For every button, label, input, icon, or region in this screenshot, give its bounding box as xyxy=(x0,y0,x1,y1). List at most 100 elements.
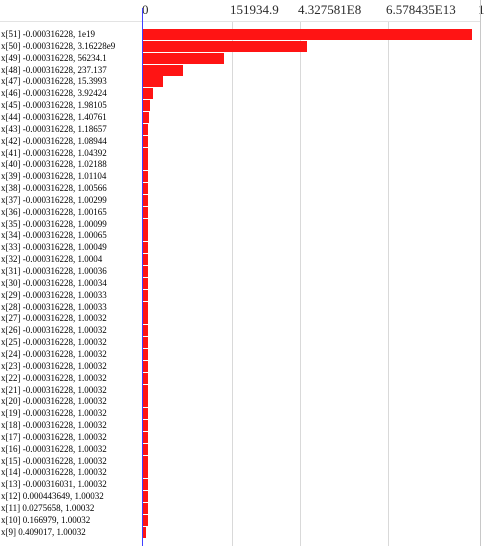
row-label: x[20] -0.000316228, 1.00032 xyxy=(1,396,107,407)
value-bar xyxy=(143,218,148,230)
grid-line xyxy=(232,22,233,546)
value-bar xyxy=(143,337,148,349)
row-label: x[15] -0.000316228, 1.00032 xyxy=(1,455,107,466)
right-border xyxy=(480,0,481,546)
row-label: x[12] 0.000443649, 1.00032 xyxy=(1,491,104,502)
value-bar xyxy=(143,88,153,100)
value-bar xyxy=(143,372,148,384)
row-label: x[49] -0.000316228, 56234.1 xyxy=(1,52,107,63)
value-bar xyxy=(143,479,148,491)
row-label: x[39] -0.000316228, 1.01104 xyxy=(1,171,107,182)
row-label: x[30] -0.000316228, 1.00034 xyxy=(1,277,107,288)
value-bar xyxy=(143,313,148,325)
row-label: x[24] -0.000316228, 1.00032 xyxy=(1,348,107,359)
value-bar xyxy=(143,408,148,420)
row-label: x[11] 0.0275658, 1.00032 xyxy=(1,503,95,513)
scale-tick-label: 151934.9 xyxy=(230,2,279,17)
scale-tick-label: 1E xyxy=(478,2,484,17)
value-bar xyxy=(143,123,148,135)
row-label: x[32] -0.000316228, 1.0004 xyxy=(1,254,103,265)
row-label: x[14] -0.000316228, 1.00032 xyxy=(1,467,107,478)
row-label: x[51] -0.000316228, 1e19 xyxy=(1,29,95,39)
value-bar xyxy=(143,230,148,242)
row-label: x[17] -0.000316228, 1.00032 xyxy=(1,431,107,442)
row-label: x[26] -0.000316228, 1.00032 xyxy=(1,325,107,336)
value-bar xyxy=(143,135,148,147)
value-bar xyxy=(143,206,148,218)
value-bar xyxy=(143,266,148,277)
row-label: x[31] -0.000316228, 1.00036 xyxy=(1,266,107,276)
row-label: x[33] -0.000316228, 1.00049 xyxy=(1,242,107,253)
value-bar xyxy=(143,242,148,254)
value-bar xyxy=(143,301,148,313)
row-label: x[27] -0.000316228, 1.00032 xyxy=(1,313,107,324)
scale-header: 0 151934.9 4.327581E8 6.578435E13 1E xyxy=(0,0,484,22)
row-label: x[34] -0.000316228, 1.00065 xyxy=(1,230,107,241)
row-label: x[43] -0.000316228, 1.18657 xyxy=(1,123,107,134)
row-label: x[41] -0.000316228, 1.04392 xyxy=(1,147,107,158)
value-bar xyxy=(143,431,148,443)
row-label: x[19] -0.000316228, 1.00032 xyxy=(1,408,107,419)
value-bar xyxy=(143,254,148,266)
value-bar xyxy=(143,467,148,479)
value-bar xyxy=(143,277,148,289)
row-label: x[25] -0.000316228, 1.00032 xyxy=(1,337,107,348)
axis-line xyxy=(0,21,480,22)
value-bar xyxy=(143,111,149,123)
value-bar xyxy=(143,348,148,360)
row-label: x[35] -0.000316228, 1.00099 xyxy=(1,218,107,229)
row-label: x[9] 0.409017, 1.00032 xyxy=(1,526,86,537)
row-label: x[47] -0.000316228, 15.3993 xyxy=(1,76,107,87)
value-bar xyxy=(143,183,148,195)
value-bar xyxy=(143,100,150,112)
row-label: x[18] -0.000316228, 1.00032 xyxy=(1,420,107,431)
row-label: x[29] -0.000316228, 1.00033 xyxy=(1,289,107,300)
value-bar xyxy=(143,147,148,159)
value-bar xyxy=(143,194,148,206)
value-bar xyxy=(143,455,148,467)
value-bar xyxy=(143,491,148,503)
value-bar xyxy=(143,360,148,372)
row-label: x[13] -0.000316031, 1.00032 xyxy=(1,479,107,490)
scale-tick-label: 4.327581E8 xyxy=(298,2,362,17)
scale-tick-label: 6.578435E13 xyxy=(386,2,456,17)
plot-area xyxy=(142,8,480,546)
value-bar xyxy=(143,40,307,52)
zero-line xyxy=(142,8,143,546)
value-bar xyxy=(143,64,183,76)
grid-line xyxy=(388,22,389,546)
row-label: x[44] -0.000316228, 1.40761 xyxy=(1,111,107,122)
row-label: x[28] -0.000316228, 1.00033 xyxy=(1,301,107,312)
row-label: x[48] -0.000316228, 237.137 xyxy=(1,64,107,75)
row-label: x[45] -0.000316228, 1.98105 xyxy=(1,100,107,111)
scale-tick-label: 0 xyxy=(142,2,149,17)
value-bar xyxy=(143,52,224,64)
row-label: x[10] 0.166979, 1.00032 xyxy=(1,514,91,525)
value-bar xyxy=(143,76,163,88)
value-bar xyxy=(143,384,148,396)
value-bar xyxy=(143,420,148,432)
value-bar xyxy=(143,503,148,514)
value-bar xyxy=(143,289,148,301)
row-label: x[40] -0.000316228, 1.02188 xyxy=(1,159,107,170)
grid-line xyxy=(300,22,301,546)
value-bar xyxy=(143,514,148,526)
row-label: x[36] -0.000316228, 1.00165 xyxy=(1,206,107,217)
row-label: x[22] -0.000316228, 1.00032 xyxy=(1,372,107,383)
row-label: x[16] -0.000316228, 1.00032 xyxy=(1,443,107,454)
value-bar xyxy=(143,29,472,40)
value-bar xyxy=(143,526,146,538)
row-label: x[37] -0.000316228, 1.00299 xyxy=(1,194,107,205)
value-bar xyxy=(143,171,148,183)
row-label: x[50] -0.000316228, 3.16228e9 xyxy=(1,40,116,51)
row-label: x[46] -0.000316228, 3.92424 xyxy=(1,88,107,99)
value-bar xyxy=(143,325,148,337)
row-label: x[23] -0.000316228, 1.00032 xyxy=(1,360,107,371)
row-label: x[42] -0.000316228, 1.08944 xyxy=(1,135,107,146)
value-bar xyxy=(143,396,148,408)
row-label: x[21] -0.000316228, 1.00032 xyxy=(1,384,107,395)
value-bar xyxy=(143,159,148,171)
row-label: x[38] -0.000316228, 1.00566 xyxy=(1,183,107,194)
value-bar xyxy=(143,443,148,455)
